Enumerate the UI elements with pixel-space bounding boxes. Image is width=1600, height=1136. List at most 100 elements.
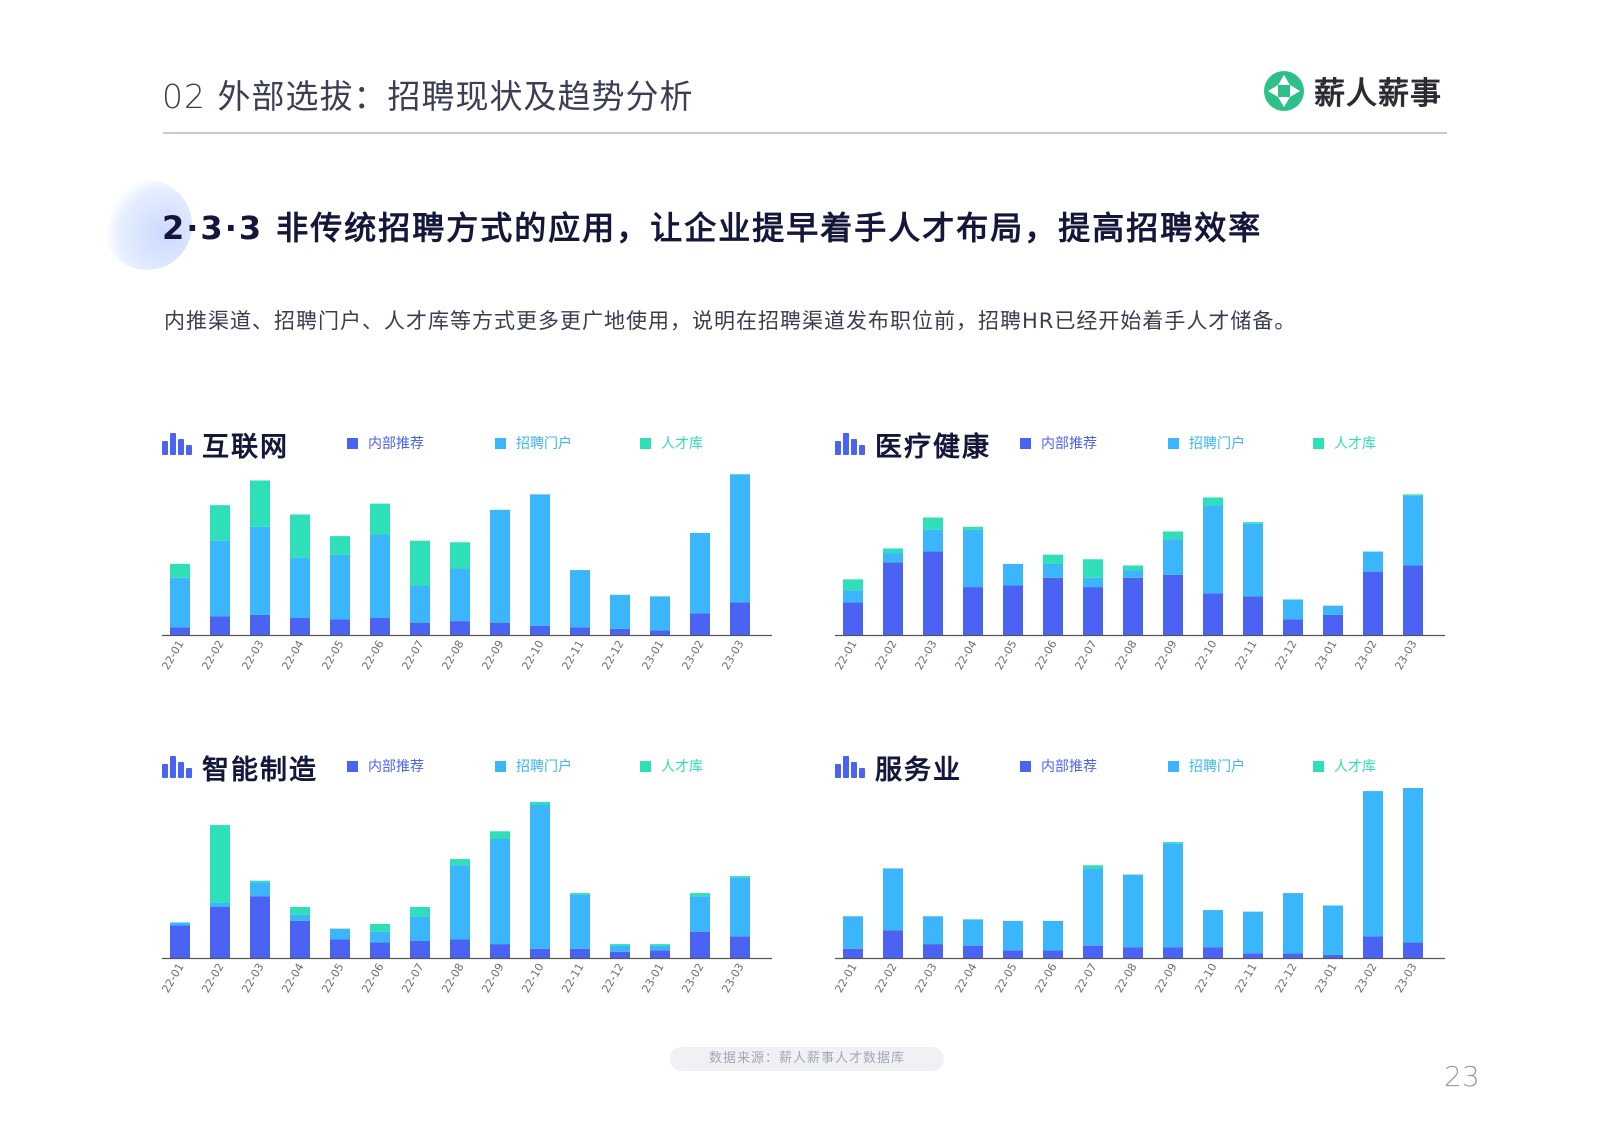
chart-header: 智能制造 内部推荐 招聘门户 人才库: [162, 748, 772, 788]
legend-swatch: [640, 760, 651, 772]
bar-segment: [450, 865, 470, 940]
bar-segment: [410, 916, 430, 941]
stacked-bar-chart: 22-01 22-02 22-03 22-04 22-05 22-06 22-07 22-08…: [162, 801, 772, 995]
x-tick-label: 22-06: [359, 961, 386, 995]
bar-segment: [330, 554, 350, 620]
bar-segment: [1243, 522, 1263, 524]
bar-segment: [1243, 911, 1263, 954]
bar-segment: [923, 944, 943, 958]
x-tick-label: 22-01: [162, 961, 187, 995]
chart-title: 服务业: [875, 755, 962, 786]
bar-segment: [1243, 523, 1263, 597]
bar-segment: [570, 894, 590, 949]
bar-segment: [370, 924, 390, 932]
bar-segment: [210, 902, 230, 907]
legend-label: 招聘门户: [516, 759, 572, 775]
stacked-bar-chart: 22-01 22-02 22-03 22-04 22-05 22-06 22-07 22-08…: [835, 494, 1445, 672]
stacked-bar-chart: 22-01 22-02 22-03 22-04 22-05 22-06 22-07 22-08…: [162, 474, 772, 672]
legend-swatch: [1313, 437, 1324, 449]
legend-label: 招聘门户: [516, 436, 572, 452]
bar-segment: [730, 877, 750, 937]
bar-segment: [250, 614, 270, 635]
x-tick-label: 22-02: [872, 638, 899, 672]
brand: 薪人薪事: [1262, 68, 1442, 113]
bar-segment: [1283, 599, 1303, 620]
bar-segment: [650, 945, 670, 951]
bar-segment: [490, 622, 510, 635]
bar-segment: [843, 602, 863, 635]
x-tick-label: 22-05: [319, 638, 346, 672]
x-tick-label: 23-02: [679, 638, 706, 672]
legend-label: 人才库: [661, 759, 703, 775]
x-tick-label: 22-01: [835, 638, 860, 672]
bar-segment: [963, 945, 983, 958]
bar-segment: [210, 540, 230, 617]
chart-header: 互联网 内部推荐 招聘门户 人才库: [162, 425, 772, 465]
bar-segment: [490, 839, 510, 945]
bar-segment: [1123, 565, 1143, 571]
bar-segment: [370, 534, 390, 618]
bar-segment: [1323, 905, 1343, 955]
legend-item: 内部推荐: [1020, 756, 1097, 776]
bar-segment: [883, 868, 903, 931]
legend-label: 内部推荐: [368, 759, 424, 775]
legend-item: 人才库: [640, 756, 703, 776]
legend-swatch: [1313, 760, 1324, 772]
bar-segment: [1363, 791, 1383, 937]
bar-segment: [530, 948, 550, 958]
bar-segment: [330, 536, 350, 555]
x-tick-label: 23-03: [719, 961, 746, 995]
bar-segment: [290, 914, 310, 921]
bar-segment: [923, 551, 943, 635]
bar-segment: [530, 625, 550, 635]
bar-segment: [570, 570, 590, 628]
bar-chart-icon: [162, 433, 192, 455]
bar-segment: [1283, 953, 1303, 958]
bar-segment: [1323, 614, 1343, 635]
x-tick-label: 22-10: [1192, 961, 1219, 995]
bar-segment: [1363, 551, 1383, 572]
bar-segment: [410, 585, 430, 623]
legend-swatch: [495, 760, 506, 772]
bar-segment: [1283, 893, 1303, 954]
bar-segment: [410, 622, 430, 635]
x-tick-label: 22-12: [1272, 961, 1299, 995]
bar-segment: [1083, 945, 1103, 958]
x-tick-label: 22-05: [992, 638, 1019, 672]
legend-item: 招聘门户: [495, 756, 572, 776]
bar-segment: [1163, 843, 1183, 948]
bar-segment: [730, 474, 750, 603]
bar-segment: [450, 568, 470, 622]
bar-segment: [730, 876, 750, 878]
x-tick-label: 22-01: [835, 961, 860, 995]
x-tick-label: 22-10: [519, 961, 546, 995]
bar-segment: [843, 590, 863, 603]
bar-segment: [1203, 497, 1223, 506]
chart-panel-services: 服务业 内部推荐 招聘门户 人才库 22-01 22-02 22-03 22-04 22-05 2…: [835, 748, 1445, 1008]
legend-label: 招聘门户: [1189, 759, 1245, 775]
bar-segment: [883, 562, 903, 635]
bar-segment: [690, 893, 710, 897]
chart-header: 医疗健康 内部推荐 招聘门户 人才库: [835, 425, 1445, 465]
brand-name: 薪人薪事: [1314, 76, 1442, 112]
x-tick-label: 22-12: [599, 638, 626, 672]
x-tick-label: 22-12: [1272, 638, 1299, 672]
bar-segment: [843, 916, 863, 949]
bar-segment: [250, 480, 270, 527]
bar-segment: [250, 880, 270, 883]
bar-segment: [170, 563, 190, 578]
x-tick-label: 23-02: [679, 961, 706, 995]
bar-segment: [1123, 874, 1143, 948]
bar-segment: [1043, 563, 1063, 578]
bar-segment: [370, 942, 390, 958]
legend-item: 内部推荐: [1020, 433, 1097, 453]
x-tick-label: 22-03: [239, 961, 266, 995]
bar-segment: [963, 529, 983, 588]
bar-segment: [1403, 495, 1423, 566]
bar-segment: [210, 616, 230, 635]
bar-segment: [843, 579, 863, 591]
bar-segment: [923, 916, 943, 945]
chart-title: 智能制造: [202, 755, 318, 786]
x-tick-label: 22-07: [1072, 638, 1099, 672]
bar-segment: [883, 548, 903, 554]
